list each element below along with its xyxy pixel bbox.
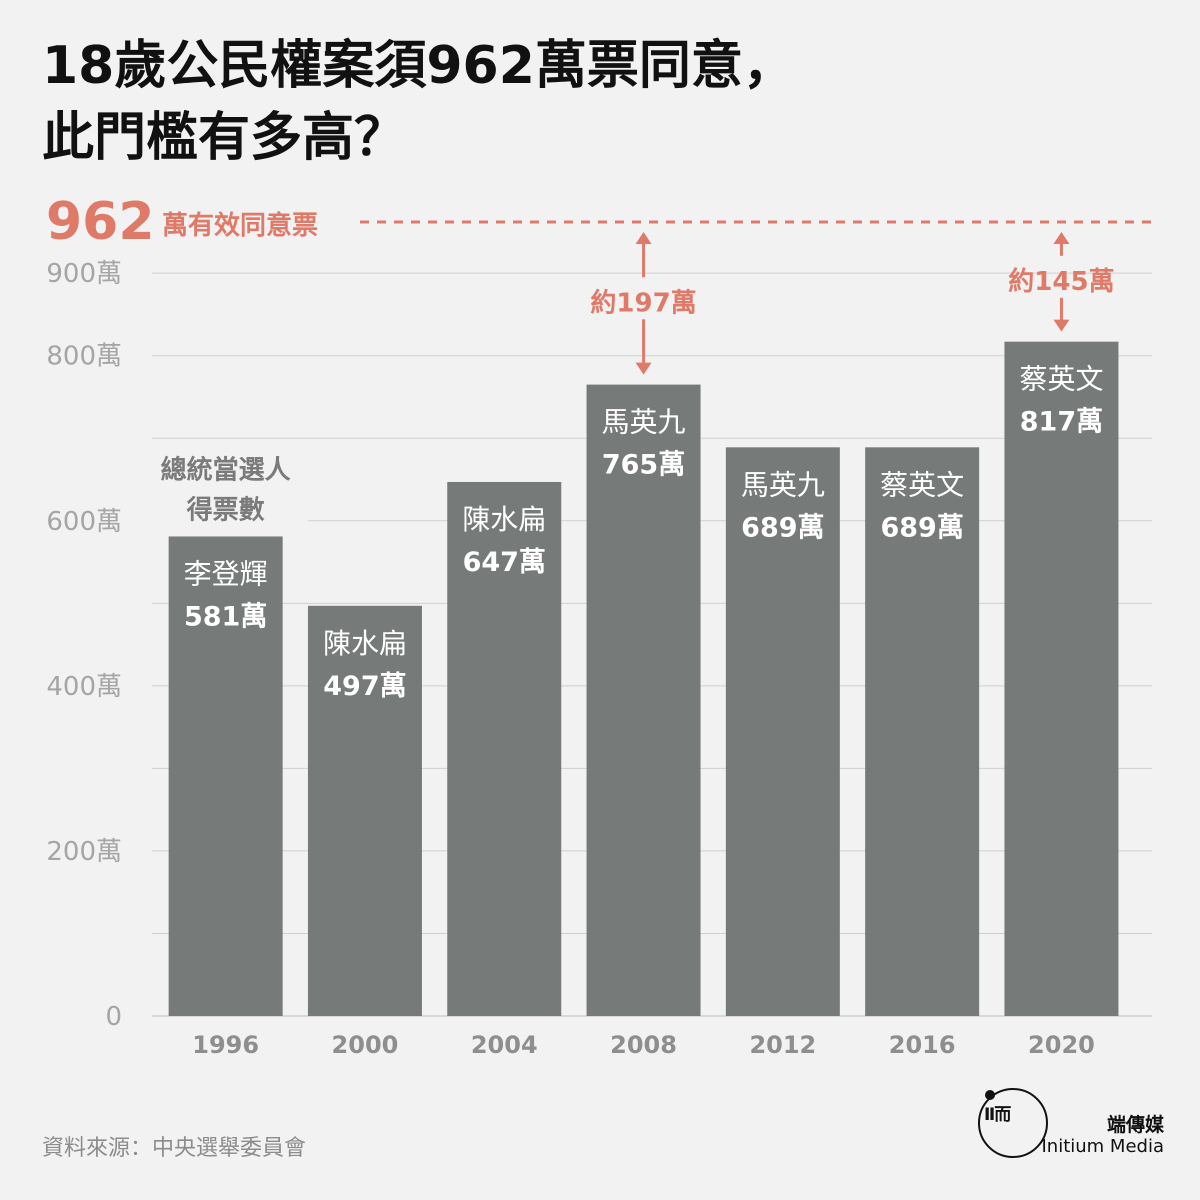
arrow-down-icon: [635, 362, 652, 375]
bar-name-label: 陳水扁: [462, 503, 546, 536]
bar: [168, 536, 283, 1016]
y-tick-label: 600萬: [46, 507, 122, 537]
bar-value-label: 647萬: [463, 547, 546, 578]
bar-value-label: 689萬: [741, 512, 824, 543]
page-title: 18歲公民權案須962萬票同意， 此門檻有多高？: [42, 30, 795, 174]
arrow-up-icon: [1053, 232, 1070, 244]
x-tick-label: 2020: [1028, 1031, 1095, 1059]
bar: [725, 447, 840, 1016]
title-line-1: 18歲公民權案須962萬票同意，: [42, 36, 795, 96]
bar-name-label: 馬英九: [602, 406, 686, 439]
logo-circle-icon: [978, 1088, 1048, 1158]
y-tick-label: 900萬: [46, 259, 122, 289]
y-tick-label: 800萬: [46, 342, 122, 372]
bar-value-label: 817萬: [1020, 407, 1103, 438]
bar-value-label: 581萬: [184, 601, 267, 632]
x-tick-label: 2008: [610, 1031, 677, 1059]
x-tick-label: 2004: [471, 1031, 538, 1059]
series-annotation-line-1: 總統當選人: [161, 454, 291, 485]
bar-name-label: 蔡英文: [880, 468, 964, 501]
bar-value-label: 689萬: [880, 512, 963, 543]
bar: [447, 481, 562, 1016]
brand-logo: Ⅱ而 端傳媒 Initium Media: [976, 1086, 1176, 1166]
bar-value-label: 765萬: [602, 450, 685, 481]
gap-label: 約197萬: [590, 287, 696, 318]
brand-name-cn: 端傳媒: [1106, 1114, 1164, 1136]
logo-glyph: Ⅱ而: [984, 1105, 1011, 1125]
x-tick-label: 2016: [889, 1031, 956, 1059]
logo-dot-icon: [985, 1090, 995, 1100]
brand-name-en: Initium Media: [1041, 1136, 1164, 1157]
series-annotation-line-2: 得票數: [186, 495, 265, 525]
y-tick-label: 0: [105, 1002, 122, 1032]
gap-label: 約145萬: [1008, 266, 1114, 297]
bar-name-label: 馬英九: [741, 468, 825, 501]
annotation-backdrop: [143, 454, 308, 531]
title-line-2: 此門檻有多高？: [42, 108, 407, 168]
arrow-up-icon: [635, 232, 652, 244]
bar: [865, 447, 980, 1016]
arrow-down-icon: [1053, 319, 1070, 332]
bar-name-label: 陳水扁: [323, 627, 407, 660]
y-tick-label: 200萬: [46, 837, 122, 867]
bar-name-label: 蔡英文: [1019, 363, 1103, 396]
threshold-text-label: 萬有效同意票: [162, 210, 318, 241]
bar: [307, 605, 422, 1016]
bar: [586, 384, 701, 1016]
x-tick-label: 2000: [332, 1031, 399, 1059]
x-tick-label: 1996: [192, 1031, 259, 1059]
y-tick-label: 400萬: [46, 672, 122, 702]
threshold-value-label: 962: [46, 192, 155, 252]
x-tick-label: 2012: [749, 1031, 816, 1059]
bar-name-label: 李登輝: [184, 557, 268, 590]
bar: [1004, 341, 1119, 1017]
source-note: 資料來源：中央選舉委員會: [42, 1136, 307, 1161]
bar-value-label: 497萬: [323, 671, 406, 702]
